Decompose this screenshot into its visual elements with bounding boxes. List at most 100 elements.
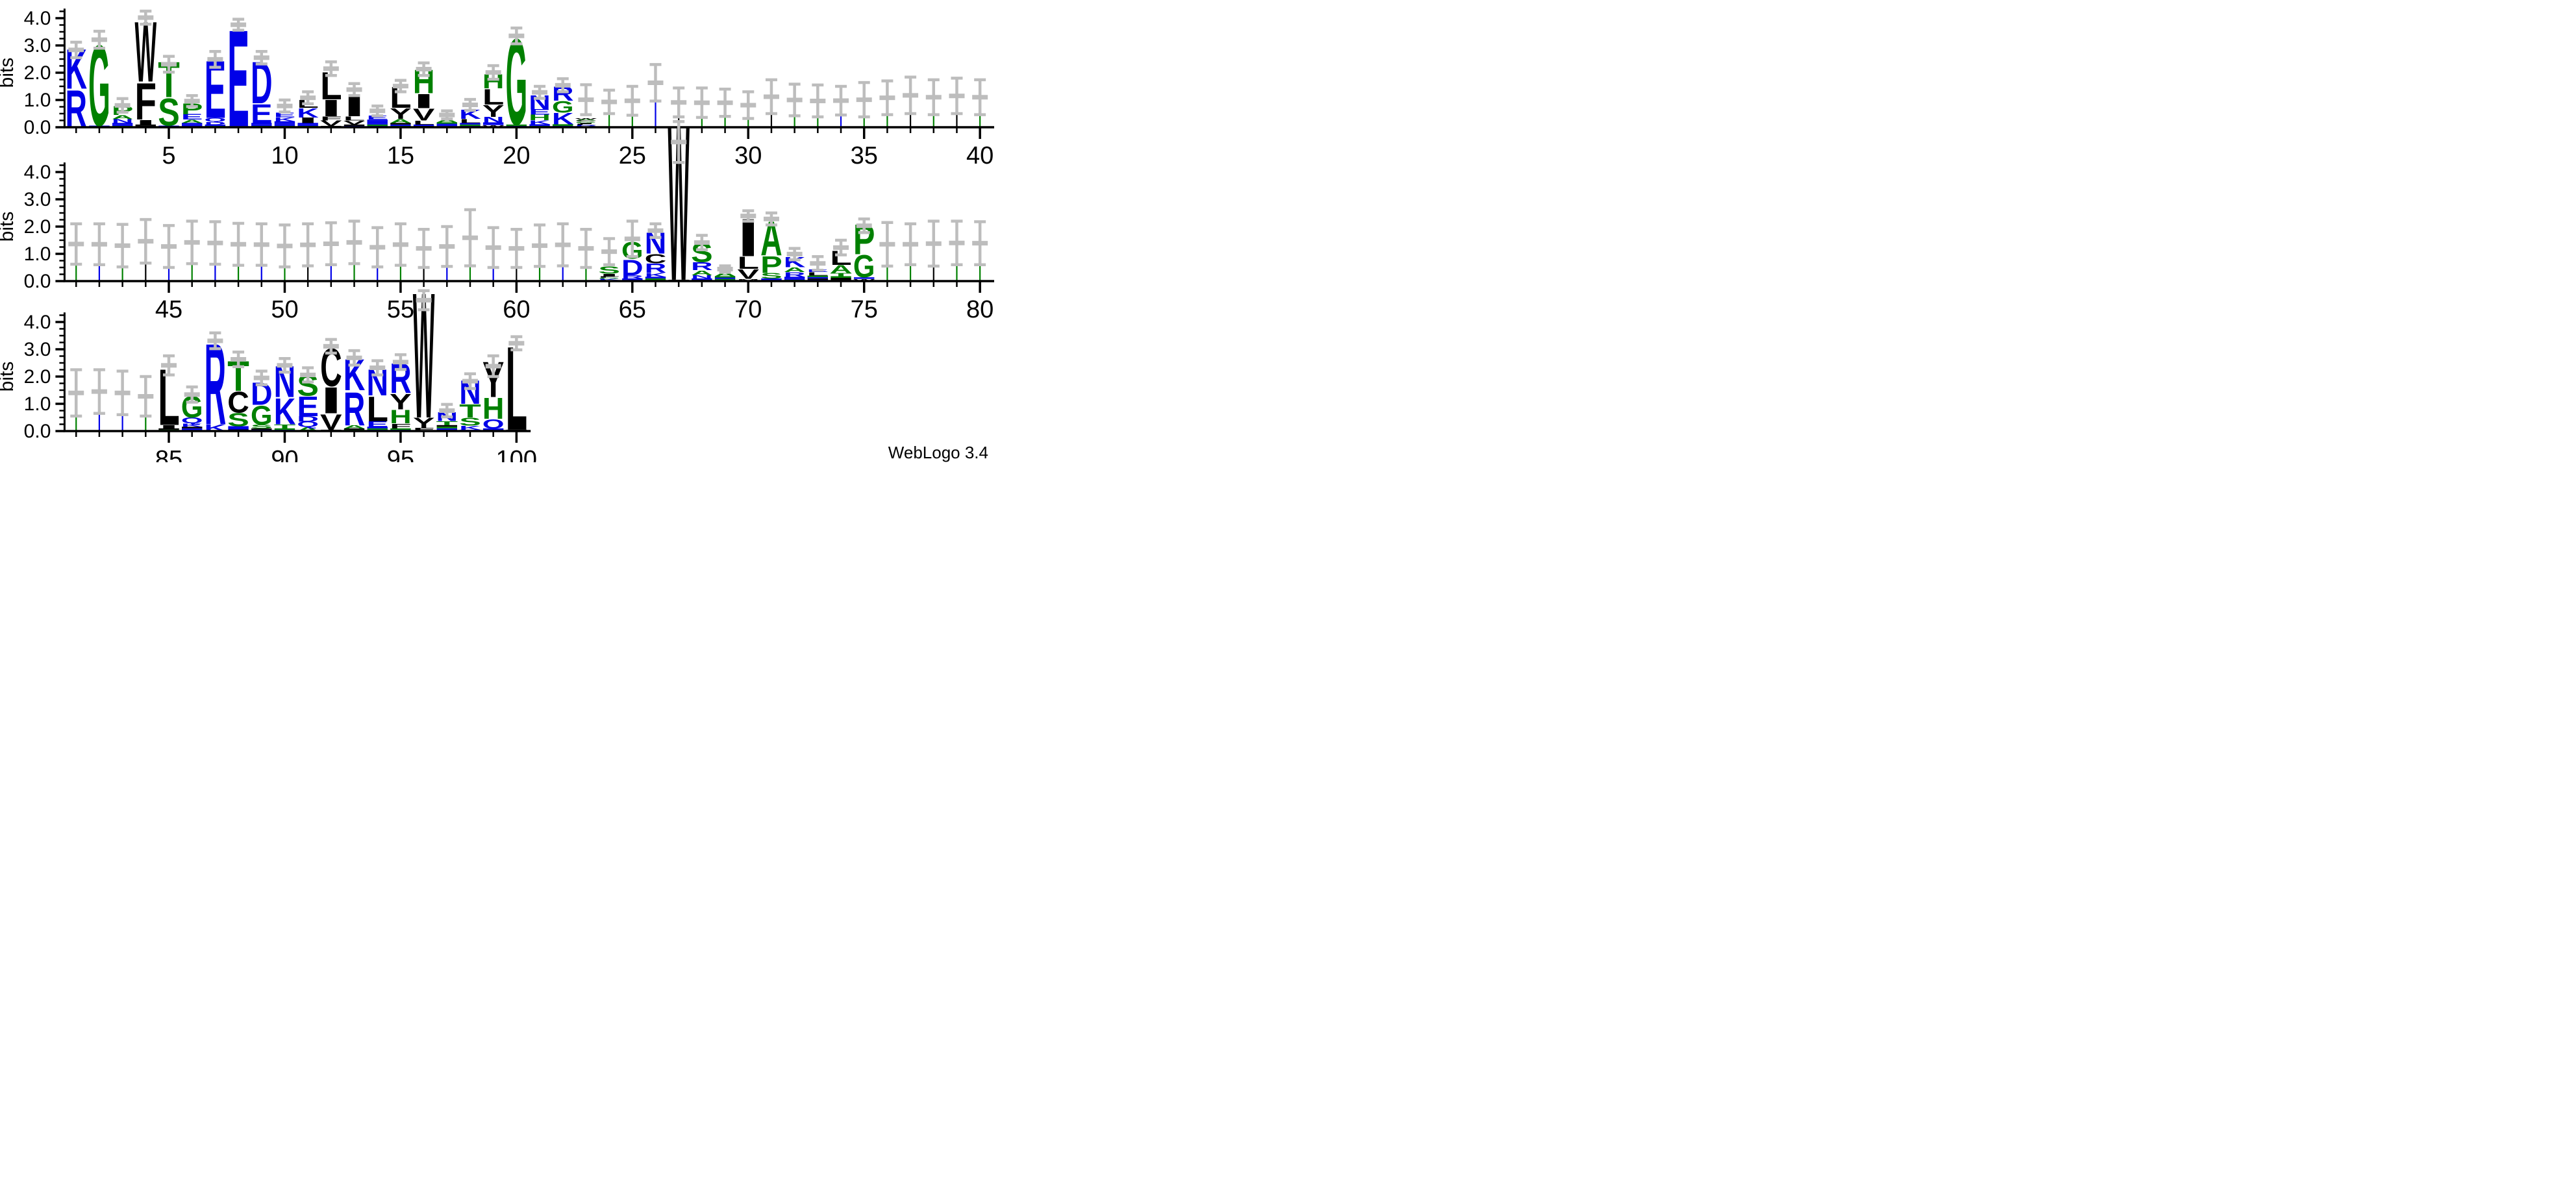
logo-letter-R: R — [575, 125, 597, 127]
logo-letter-A: A — [344, 425, 366, 430]
error-bar — [485, 354, 501, 378]
error-bar — [231, 221, 247, 267]
stack-pos-19: WNYLH — [482, 64, 505, 128]
error-bar — [207, 220, 223, 266]
hairline-residue — [181, 123, 203, 125]
hairline-residue — [831, 276, 851, 278]
error-bar — [68, 222, 84, 266]
hairline-residue — [274, 121, 295, 123]
stack-pos-47 — [207, 220, 223, 281]
x-tick-label: 5 — [162, 142, 175, 169]
residue-speck — [979, 114, 981, 127]
hairline-residue — [529, 124, 550, 126]
stack-pos-69: A — [714, 264, 736, 281]
logo-letter-R: R — [645, 261, 667, 275]
error-bar — [555, 77, 571, 93]
stack-pos-43 — [114, 223, 131, 281]
y-axis-title: bits — [0, 362, 18, 392]
residue-speck — [770, 114, 773, 127]
error-bar — [416, 289, 432, 312]
logo-letter-A: A — [691, 269, 713, 277]
error-bar — [740, 209, 757, 223]
residue-speck — [469, 266, 471, 281]
logo-letter-I: I — [598, 273, 620, 277]
residue-speck — [701, 117, 703, 127]
error-bar — [346, 82, 362, 97]
stack-pos-44 — [138, 217, 154, 281]
stack-pos-40 — [972, 78, 988, 127]
error-bar — [346, 349, 362, 367]
stack-pos-26 — [647, 63, 664, 127]
logo-letter-I: I — [135, 119, 157, 127]
error-bar — [694, 234, 710, 251]
logo-letter-R: R — [691, 260, 713, 273]
hairline-residue — [784, 278, 805, 280]
stack-pos-32 — [786, 82, 803, 127]
residue-speck — [909, 114, 912, 127]
error-bar — [949, 77, 965, 116]
stack-pos-49 — [253, 222, 269, 281]
logo-letter-T: T — [459, 401, 481, 421]
logo-letter-Q: Q — [181, 416, 203, 425]
logo-letter-K: K — [274, 116, 296, 123]
error-bar — [439, 225, 455, 268]
stack-pos-80 — [972, 220, 988, 281]
error-bar — [485, 226, 501, 269]
logo-letter-A: A — [830, 263, 852, 275]
stack-pos-5: ST — [158, 51, 180, 134]
error-bar — [717, 264, 733, 274]
logo-letter-H: H — [482, 392, 505, 425]
stack-pos-58 — [462, 208, 478, 281]
stack-pos-65: RDG — [621, 219, 644, 281]
x-tick-label: 85 — [155, 446, 182, 462]
logo-letter-P: P — [760, 251, 782, 279]
logo-letter-K: K — [552, 110, 574, 128]
y-tick-label: 2.0 — [24, 62, 51, 84]
residue-speck — [932, 266, 934, 281]
hairline-residue — [344, 428, 365, 430]
residue-speck — [932, 114, 934, 127]
hairline-residue — [807, 277, 829, 279]
stack-pos-6: AEP — [181, 94, 203, 127]
stack-pos-31 — [763, 78, 779, 127]
hairline-residue — [436, 125, 457, 127]
x-tick-label: 55 — [387, 296, 414, 323]
x-tick-label: 45 — [155, 296, 182, 323]
error-bar — [346, 219, 362, 266]
logo-letter-A: A — [297, 426, 319, 432]
error-bar — [138, 375, 154, 418]
logo-letter-W: W — [668, 80, 690, 327]
stack-pos-64: LKGFIS — [598, 237, 620, 281]
residue-speck — [145, 263, 147, 281]
error-bar — [856, 217, 872, 234]
stack-pos-35 — [856, 81, 872, 127]
error-bar — [532, 84, 548, 100]
hairline-residue — [158, 428, 179, 430]
y-tick-label: 4.0 — [24, 8, 51, 29]
logo-letter-G: G — [552, 98, 574, 116]
stack-pos-13: VLI — [344, 82, 365, 127]
error-bar — [253, 49, 269, 66]
y-tick-label: 4.0 — [24, 162, 51, 183]
residue-speck — [585, 267, 587, 281]
residue-speck — [840, 115, 842, 127]
residue-speck — [516, 267, 518, 281]
hairline-residue — [367, 121, 388, 123]
hairline-residue — [807, 278, 829, 280]
residue-speck — [399, 265, 402, 281]
error-bar — [925, 219, 942, 268]
stack-pos-70: MVLI — [737, 208, 759, 282]
letter-stacks: RKGNAPIFWSTAEPDQEEEDKEIKLVFILVLIEAYLLVIH… — [65, 1, 988, 156]
logo-letter-K: K — [598, 279, 620, 280]
hairline-residue — [436, 425, 457, 427]
error-bar — [161, 55, 177, 74]
error-bar — [647, 222, 664, 240]
logo-letter-S: S — [459, 415, 481, 428]
residue-speck — [655, 101, 657, 127]
hairline-residue — [274, 124, 295, 126]
hairline-residue — [622, 278, 643, 280]
logo-letter-F: F — [598, 276, 620, 278]
x-tick-label: 75 — [851, 296, 878, 323]
residue-speck — [817, 117, 819, 127]
